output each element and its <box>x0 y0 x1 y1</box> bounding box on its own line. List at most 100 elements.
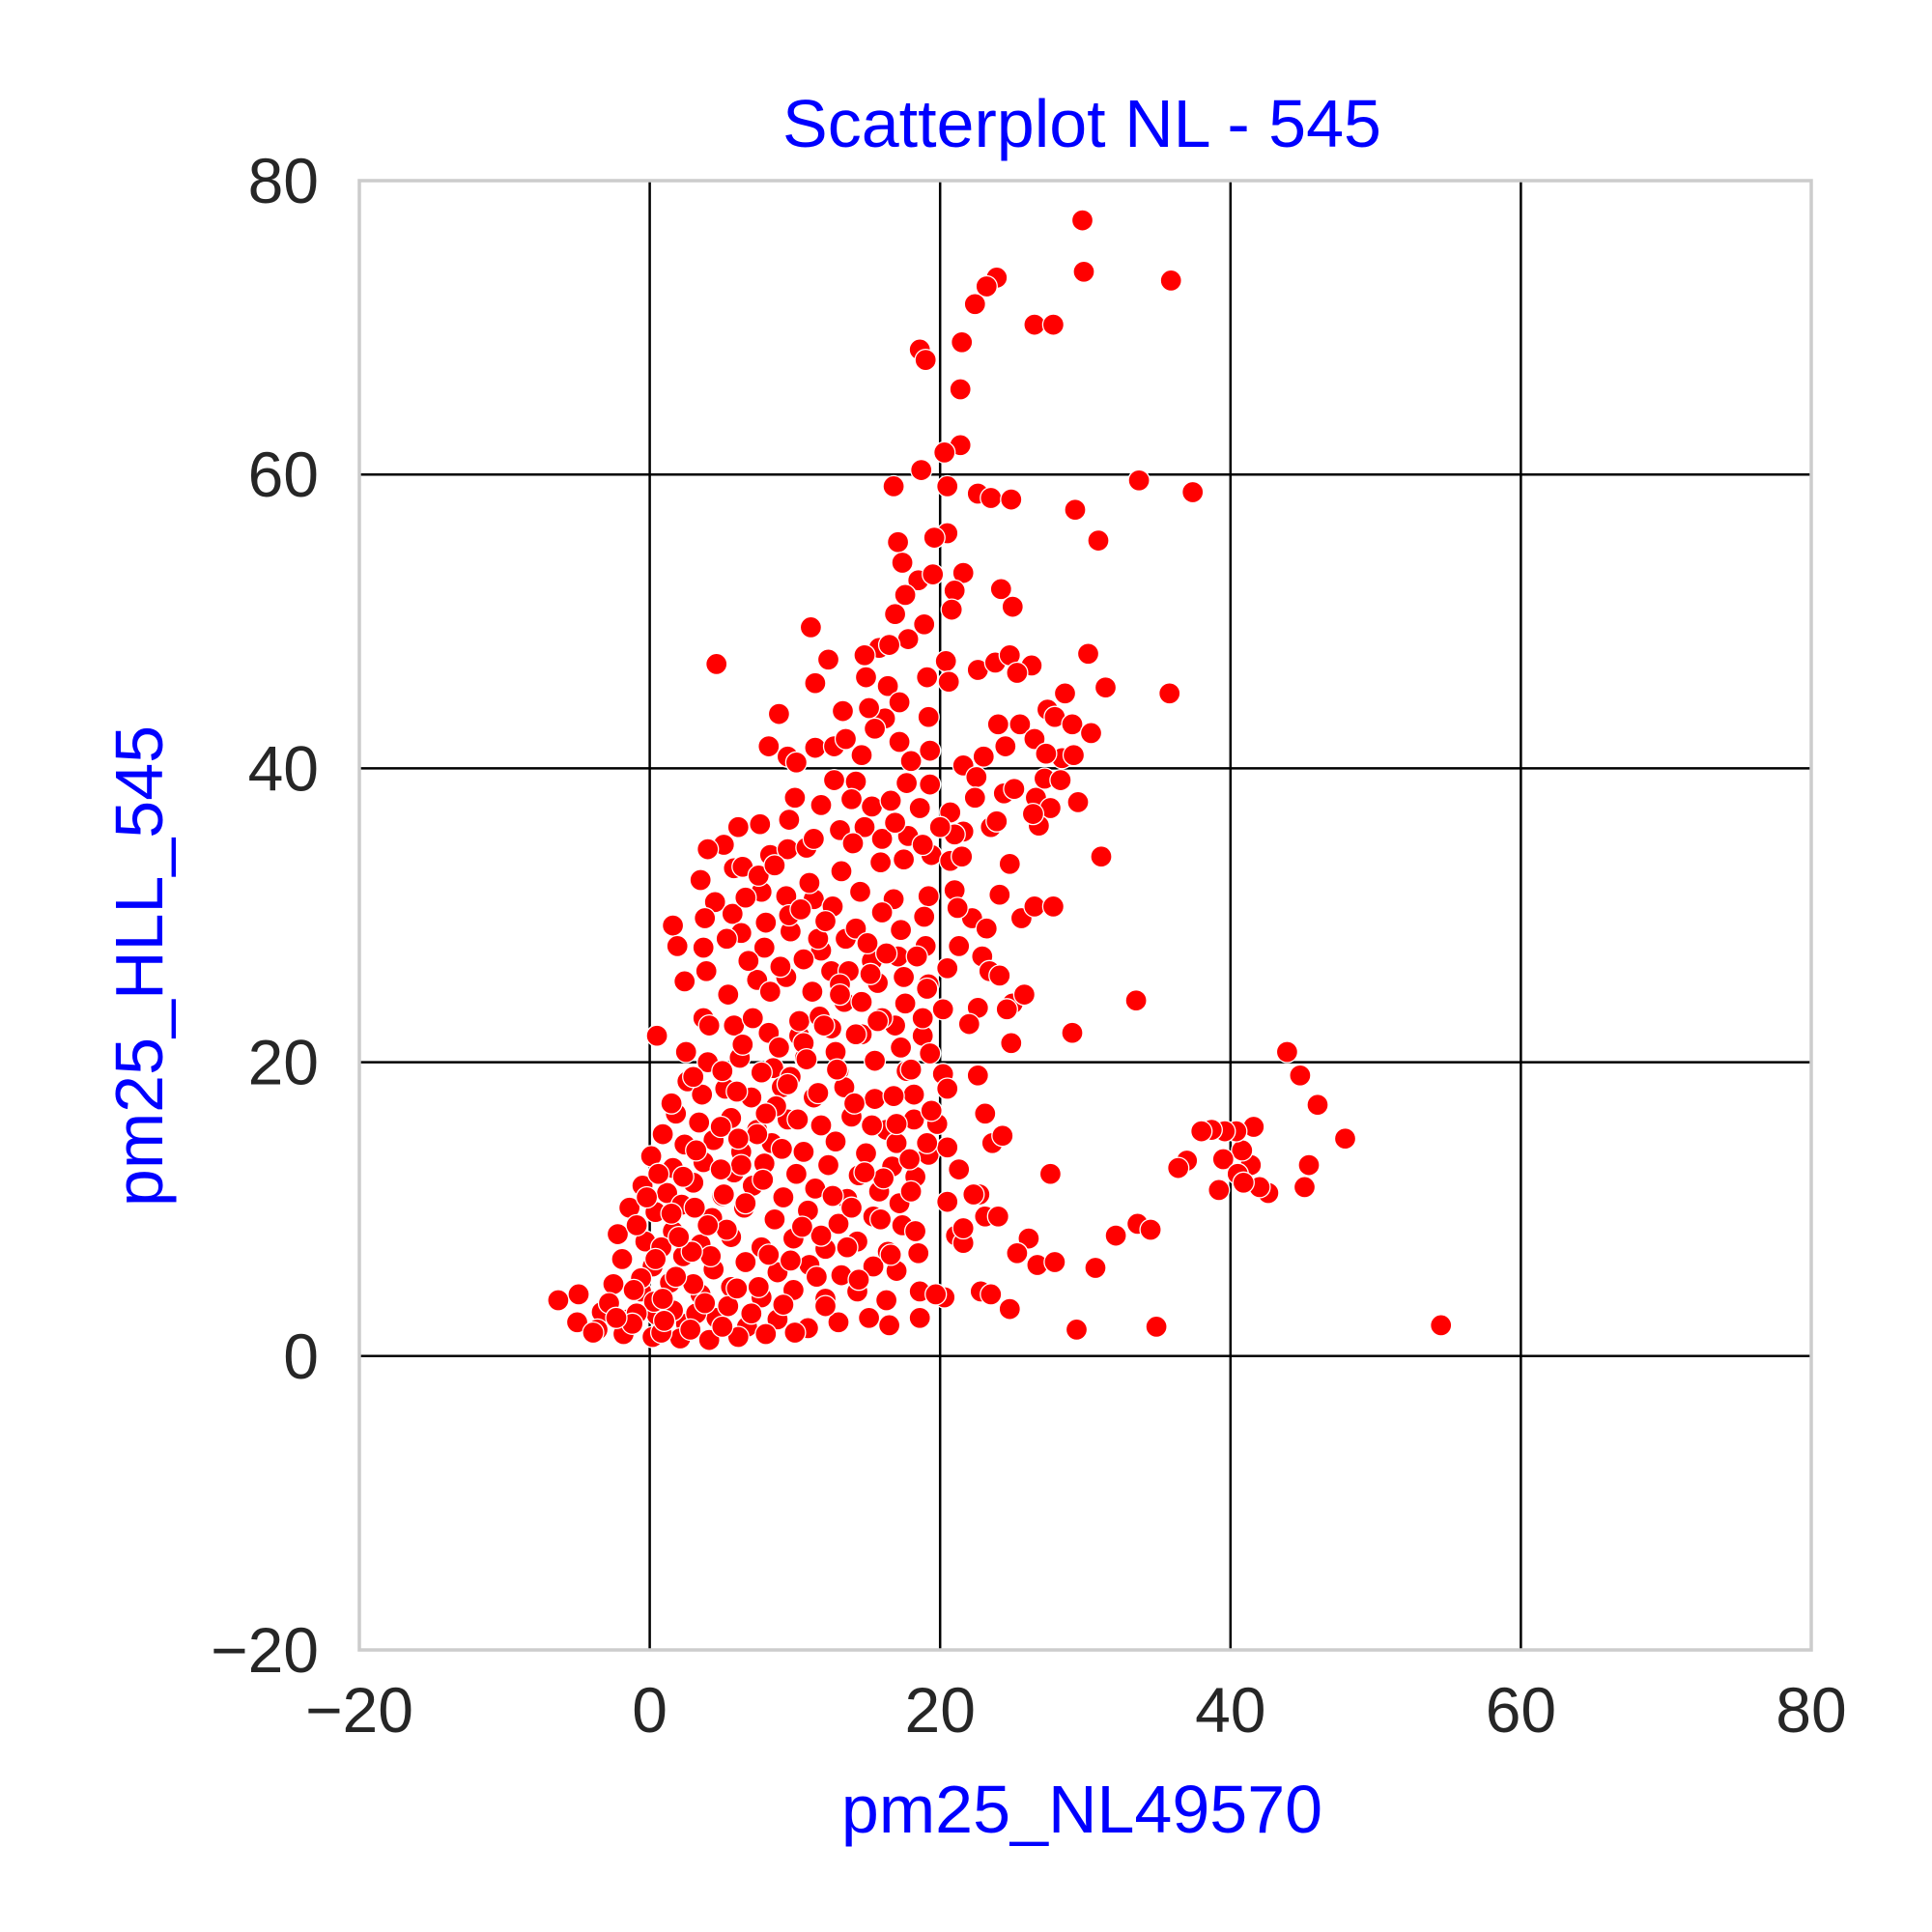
data-point <box>937 670 960 694</box>
data-point <box>737 950 760 973</box>
data-point <box>899 1179 923 1204</box>
data-point <box>905 945 928 968</box>
data-point <box>827 1212 850 1236</box>
data-point <box>754 1322 778 1346</box>
data-point <box>696 1213 720 1237</box>
data-point <box>896 627 920 651</box>
data-point <box>783 786 807 810</box>
data-point <box>767 702 791 725</box>
data-point <box>682 1065 705 1089</box>
data-point <box>899 1058 923 1081</box>
data-point <box>786 1108 810 1131</box>
data-point <box>1124 989 1148 1012</box>
y-axis-ticks: −20 0 20 40 60 80 <box>211 145 319 1686</box>
data-point <box>709 1157 732 1181</box>
data-point <box>907 1241 930 1264</box>
data-point <box>1190 1120 1213 1143</box>
data-point <box>709 1115 732 1139</box>
data-point <box>747 1275 770 1298</box>
data-point <box>1430 1314 1453 1337</box>
data-point <box>643 1247 668 1271</box>
data-point <box>988 883 1011 906</box>
data-point <box>889 919 913 942</box>
data-point <box>828 982 852 1007</box>
data-point <box>711 1060 734 1083</box>
data-point <box>1023 727 1046 751</box>
data-point <box>860 1114 884 1137</box>
data-point <box>695 959 718 982</box>
x-tick-label: 60 <box>1486 1674 1556 1746</box>
data-point <box>734 1250 757 1274</box>
data-point <box>602 1272 625 1295</box>
y-tick-label: 60 <box>248 439 319 510</box>
data-point <box>936 1077 959 1100</box>
data-point <box>694 906 717 930</box>
data-point <box>1306 1094 1329 1117</box>
data-point <box>834 727 858 751</box>
data-point <box>752 1168 775 1191</box>
data-point <box>836 1236 859 1259</box>
data-point <box>1000 488 1023 511</box>
y-tick-label: −20 <box>211 1614 319 1686</box>
data-point <box>952 1216 975 1240</box>
data-point <box>1001 595 1024 618</box>
data-point <box>776 1072 800 1096</box>
data-point <box>799 615 823 639</box>
data-point <box>804 736 827 759</box>
data-point <box>830 860 853 883</box>
data-point <box>936 1136 959 1159</box>
data-point <box>931 998 954 1021</box>
data-point <box>816 648 840 671</box>
data-point <box>645 1024 668 1047</box>
data-point <box>769 955 792 979</box>
y-axis-label: pm25_HLL_545 <box>101 725 177 1207</box>
data-point <box>889 1036 913 1060</box>
data-point <box>1145 1315 1168 1339</box>
data-point <box>753 936 776 959</box>
chart-title: Scatterplot NL - 545 <box>782 86 1381 161</box>
data-point <box>746 1122 769 1146</box>
data-point <box>651 1122 674 1146</box>
data-point <box>1159 269 1182 293</box>
data-point <box>848 880 872 903</box>
grid-lines <box>359 181 1811 1650</box>
data-point <box>885 1112 908 1136</box>
data-point <box>871 1167 895 1190</box>
data-point <box>692 936 715 959</box>
data-point <box>1076 642 1100 666</box>
data-point <box>787 1009 811 1033</box>
data-point <box>936 1190 959 1213</box>
data-point <box>747 864 770 888</box>
data-point <box>883 603 907 626</box>
data-point <box>779 1249 803 1272</box>
data-point <box>1127 469 1151 492</box>
data-point <box>651 1287 674 1311</box>
data-point <box>1297 1153 1321 1177</box>
x-axis-label: pm25_NL49570 <box>841 1772 1322 1847</box>
data-point <box>860 795 884 818</box>
data-point <box>1167 1156 1190 1179</box>
data-point <box>911 1007 934 1030</box>
data-point <box>1009 713 1032 736</box>
data-point <box>749 812 772 836</box>
data-point <box>975 917 998 940</box>
data-point <box>916 666 939 689</box>
data-point <box>936 956 959 980</box>
data-point <box>936 474 959 498</box>
data-point <box>963 293 986 316</box>
data-point <box>874 1289 898 1312</box>
data-point <box>688 1111 711 1134</box>
data-point <box>757 734 781 758</box>
data-point <box>913 612 936 636</box>
data-point <box>1053 682 1077 705</box>
data-point <box>790 1215 814 1238</box>
data-point <box>946 896 969 920</box>
data-point <box>802 827 826 851</box>
data-point <box>671 1165 695 1188</box>
plot-frame <box>357 179 1813 1652</box>
data-point <box>1094 676 1118 699</box>
data-point <box>1041 313 1065 336</box>
data-point <box>916 1131 939 1154</box>
data-point <box>963 786 986 810</box>
